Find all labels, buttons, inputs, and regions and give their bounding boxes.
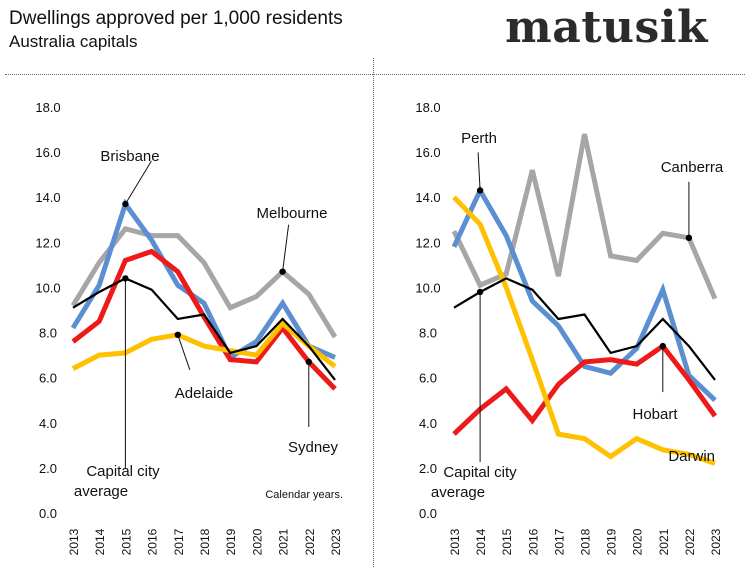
annotation-label-sydney: Sydney xyxy=(288,439,339,456)
series-line-canberra xyxy=(451,133,718,300)
series-lines xyxy=(70,198,338,391)
y-tick-label: 8.0 xyxy=(39,326,57,341)
y-tick-label: 0.0 xyxy=(419,506,437,521)
chart-note: Calendar years. xyxy=(265,489,343,501)
header-divider xyxy=(5,74,745,75)
x-tick-label: 2018 xyxy=(198,528,212,555)
annotation-label-line2: average xyxy=(431,484,485,501)
series-line-brisbane xyxy=(70,198,336,361)
x-tick-label: 2013 xyxy=(448,528,462,555)
annotation-dot xyxy=(122,275,129,282)
series-line-sydney xyxy=(71,248,337,391)
y-tick-label: 18.0 xyxy=(415,100,440,115)
annotation-label-darwin: Darwin xyxy=(668,448,715,465)
annotation-dot xyxy=(659,342,666,350)
x-tick-label: 2016 xyxy=(526,528,540,555)
annotation-label-capital-city: Capital city xyxy=(443,464,517,481)
annotation-dot xyxy=(476,187,484,194)
x-tick-label: 2021 xyxy=(657,528,671,555)
x-tick-label: 2021 xyxy=(277,528,291,555)
y-tick-label: 16.0 xyxy=(35,145,60,160)
leader-line xyxy=(124,160,152,205)
y-tick-label: 10.0 xyxy=(35,280,60,295)
y-tick-label: 14.0 xyxy=(415,190,440,205)
annotation-dot xyxy=(476,288,484,296)
x-tick-label: 2019 xyxy=(224,528,238,555)
annotation-label-brisbane: Brisbane xyxy=(100,148,159,165)
x-tick-label: 2018 xyxy=(579,528,593,555)
x-tick-label: 2020 xyxy=(631,528,645,555)
series-line-adelaide xyxy=(71,319,337,371)
x-tick-label: 2022 xyxy=(303,528,317,555)
annotation-label-hobart: Hobart xyxy=(632,406,678,423)
annotation-dot xyxy=(122,200,129,208)
x-axis-tick-labels: 2013 2014 2015 2016 2017 2018 2019 2020 2021 2022… xyxy=(67,528,343,555)
x-tick-label: 2017 xyxy=(172,528,186,555)
y-tick-label: 4.0 xyxy=(419,416,437,431)
y-tick-label: 14.0 xyxy=(35,190,60,205)
y-tick-label: 10.0 xyxy=(415,280,440,295)
y-tick-label: 18.0 xyxy=(35,100,60,115)
y-tick-label: 16.0 xyxy=(415,145,440,160)
annotations: Brisbane Melbourne Adelaide Sydney Capital c… xyxy=(74,148,339,500)
x-tick-label: 2022 xyxy=(683,528,697,555)
y-tick-label: 2.0 xyxy=(419,461,437,476)
series-line-capital-city-average xyxy=(72,277,336,381)
annotation-dot xyxy=(685,234,693,242)
x-tick-label: 2019 xyxy=(605,528,619,555)
annotation-label-capital-city: Capital city xyxy=(86,463,160,480)
y-axis-tick-labels: 0.0 2.0 4.0 6.0 8.0 10.0 12.0 14.0 16.0 18.0 xyxy=(415,100,440,521)
annotation-label-adelaide: Adelaide xyxy=(175,385,233,402)
x-tick-label: 2014 xyxy=(474,528,488,555)
y-tick-label: 2.0 xyxy=(39,461,57,476)
leader-line xyxy=(477,152,481,191)
x-tick-label: 2023 xyxy=(709,528,723,555)
series-lines xyxy=(451,133,718,466)
y-tick-label: 0.0 xyxy=(39,506,57,521)
y-tick-label: 12.0 xyxy=(35,235,60,250)
series-line-melbourne xyxy=(70,225,338,339)
annotation-label-canberra: Canberra xyxy=(661,159,724,176)
y-tick-label: 6.0 xyxy=(39,371,57,386)
x-tick-label: 2023 xyxy=(329,528,343,555)
x-tick-label: 2015 xyxy=(119,528,133,555)
series-line-capital-city-average xyxy=(453,277,716,381)
annotation-label-line2: average xyxy=(74,483,128,500)
series-line-perth xyxy=(451,185,717,403)
annotations: Perth Canberra Hobart Darwin Capital city ave… xyxy=(431,130,724,501)
annotation-dot xyxy=(279,268,286,275)
series-line-hobart xyxy=(452,342,718,436)
y-tick-label: 4.0 xyxy=(39,416,57,431)
y-tick-label: 6.0 xyxy=(419,371,437,386)
panel-divider xyxy=(373,58,374,567)
annotation-label-perth: Perth xyxy=(461,130,497,147)
leader-line xyxy=(177,334,191,370)
x-tick-label: 2013 xyxy=(67,528,81,555)
annotation-dot xyxy=(174,331,181,339)
x-tick-label: 2014 xyxy=(93,528,107,555)
chart-subtitle: Australia capitals xyxy=(9,32,138,51)
annotation-dot xyxy=(305,358,312,366)
x-tick-label: 2016 xyxy=(146,528,160,555)
chart-title: Dwellings approved per 1,000 residents xyxy=(9,8,343,29)
x-axis-tick-labels: 2013 2014 2015 2016 2017 2018 2019 2020 2021 2022… xyxy=(448,528,723,555)
x-tick-label: 2015 xyxy=(500,528,514,555)
annotation-label-melbourne: Melbourne xyxy=(257,205,328,222)
y-tick-label: 8.0 xyxy=(419,326,437,341)
series-line-darwin xyxy=(452,195,716,466)
x-tick-label: 2017 xyxy=(552,528,566,555)
y-axis-tick-labels: 0.0 2.0 4.0 6.0 8.0 10.0 12.0 14.0 16.0 18.0 xyxy=(35,100,60,521)
y-tick-label: 12.0 xyxy=(415,235,440,250)
x-tick-label: 2020 xyxy=(250,528,264,555)
leader-line xyxy=(282,224,290,272)
brand-logo: matusik xyxy=(505,2,708,53)
